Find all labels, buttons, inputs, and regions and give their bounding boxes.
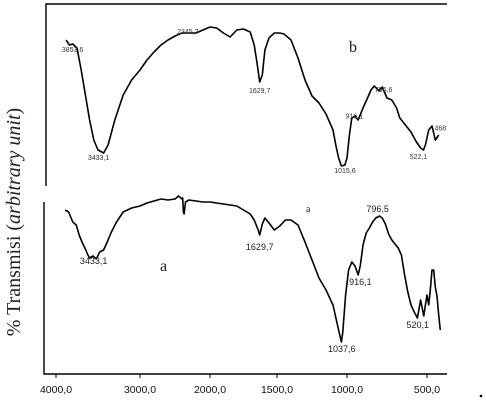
peak-label-b: 916,1 <box>346 113 364 120</box>
peak-label-a: 1629,7 <box>246 242 274 252</box>
spectrum-b <box>65 26 440 167</box>
x-tick-label: 1000,0 <box>331 384 363 396</box>
peak-label-a: 520,1 <box>407 320 430 330</box>
peak-label-a: 3433,1 <box>80 256 108 266</box>
peak-label-b: 1015,6 <box>334 168 356 175</box>
peak-label-b: 2345,7 <box>177 29 199 36</box>
peak-label-a: 1037,6 <box>328 344 356 354</box>
trailing-dot <box>479 394 483 398</box>
x-tick-label: 3000,0 <box>124 384 156 396</box>
y-axis-label-suffix: ) <box>3 108 25 115</box>
y-axis-label-italic: arbitrary unit <box>3 114 25 224</box>
x-tick-label: 4000,0 <box>40 384 72 396</box>
spectrum-a <box>64 195 442 343</box>
spectra <box>64 26 442 343</box>
peak-label-b: 796,6 <box>375 87 393 94</box>
x-tick-label: 1500,0 <box>261 384 293 396</box>
peak-label-b: 3433,1 <box>88 155 110 162</box>
x-axis-ticks: 4000,0 3000,0 2000,0 1500,0 1000,0 500,0 <box>40 374 440 396</box>
peak-label-a: 916,1 <box>349 277 372 287</box>
series-label-b: b <box>349 39 357 56</box>
peak-annotations: 3853,6 2345,7 1629,7 3433,1 1015,6 796,6 916,1… <box>62 29 446 354</box>
peak-label-b: 468 <box>434 125 446 132</box>
peak-label-b: 522,1 <box>410 154 428 161</box>
peak-label-a: 796,5 <box>366 204 389 214</box>
series-label-a: a <box>160 258 167 275</box>
y-axis-label: % Transmisi (arbitrary unit) <box>3 108 25 336</box>
peak-label-b: 1629,7 <box>249 88 271 95</box>
series-label-a-small: a <box>306 204 311 215</box>
y-axis-label-prefix: % Transmisi ( <box>3 224 25 337</box>
x-tick-label: 2000,0 <box>194 384 226 396</box>
peak-label-b: 3853,6 <box>62 47 84 54</box>
x-tick-label: 500,0 <box>414 384 440 396</box>
upper-panel-frame <box>45 3 447 186</box>
lower-panel-frame <box>43 202 447 375</box>
